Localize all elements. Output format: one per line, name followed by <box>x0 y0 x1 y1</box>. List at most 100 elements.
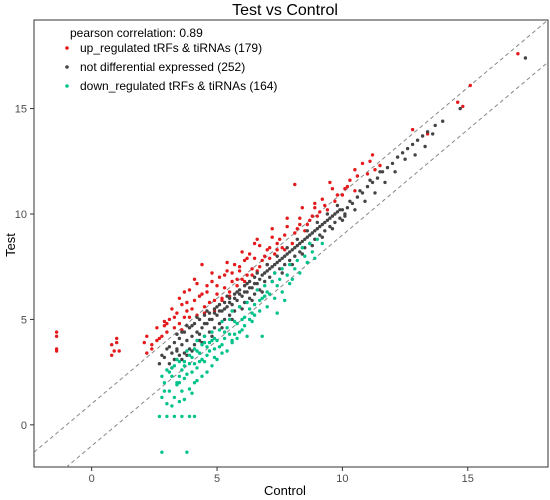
down-regulated-point <box>187 414 192 419</box>
not-differential-point <box>172 357 177 362</box>
not-differential-point <box>220 326 224 330</box>
down-regulated-point <box>190 370 194 374</box>
up-regulated-point <box>373 168 377 172</box>
down-regulated-point <box>252 302 257 307</box>
not-differential-point <box>335 210 340 214</box>
down-regulated-point <box>160 395 164 400</box>
y-tick-label: 5 <box>21 314 27 326</box>
not-differential-point <box>227 300 232 305</box>
y-tick-label: 0 <box>21 420 27 432</box>
not-differential-point <box>220 309 224 313</box>
up-regulated-point <box>283 248 287 252</box>
up-regulated-point <box>348 178 352 182</box>
not-differential-point <box>433 123 437 128</box>
not-differential-point <box>247 286 252 290</box>
up-regulated-point <box>187 288 192 292</box>
down-regulated-point <box>167 389 172 393</box>
down-regulated-point <box>197 359 202 364</box>
not-differential-point <box>185 338 189 343</box>
not-differential-point <box>308 233 312 237</box>
not-differential-point <box>295 237 299 241</box>
up-regulated-point <box>328 180 332 185</box>
down-regulated-point <box>245 334 249 338</box>
up-regulated-point <box>190 307 194 311</box>
down-regulated-point <box>177 374 182 378</box>
not-differential-point <box>335 203 340 208</box>
down-regulated-point <box>180 414 184 419</box>
not-differential-point <box>295 243 299 248</box>
down-regulated-point <box>180 368 184 372</box>
up-regulated-point <box>263 254 267 258</box>
y-tick-label: 15 <box>15 104 27 116</box>
legend-down-regulated-label: down_regulated tRFs & tiRNAs (164) <box>80 79 277 93</box>
up-regulated-point <box>456 100 460 104</box>
not-differential-point <box>420 134 425 138</box>
down-regulated-point <box>185 450 189 454</box>
up-regulated-point <box>230 279 234 284</box>
down-regulated-point <box>160 374 164 378</box>
not-differential-point <box>278 258 282 263</box>
not-differential-point <box>358 189 362 193</box>
down-regulated-point <box>182 397 187 402</box>
up-regulated-point <box>237 265 242 269</box>
down-regulated-point <box>185 349 189 353</box>
not-differential-point <box>290 248 294 252</box>
down-regulated-point <box>308 241 312 246</box>
down-regulated-point <box>252 313 257 317</box>
not-differential-point <box>288 258 292 263</box>
down-regulated-point <box>175 381 179 385</box>
up-regulated-point <box>54 349 59 353</box>
not-differential-point <box>258 288 262 292</box>
up-regulated-point <box>177 321 182 326</box>
down-regulated-point <box>227 332 232 336</box>
not-differential-point <box>202 313 207 317</box>
up-regulated-point <box>252 256 257 260</box>
down-regulated-point <box>237 305 242 309</box>
not-differential-point <box>232 296 237 300</box>
down-regulated-point <box>220 351 224 355</box>
not-differential-point <box>215 313 219 317</box>
down-regulated-point <box>280 290 284 294</box>
down-regulated-point <box>270 279 274 284</box>
not-differential-point <box>338 208 342 212</box>
down-regulated-point <box>200 343 204 347</box>
up-regulated-point <box>365 172 370 176</box>
not-differential-point <box>157 362 162 366</box>
plot-border <box>33 19 549 468</box>
not-differential-point <box>252 281 257 286</box>
not-differential-point <box>160 353 164 357</box>
up-regulated-point <box>175 311 179 315</box>
down-regulated-point <box>160 450 164 454</box>
up-regulated-point <box>172 315 177 319</box>
down-regulated-point <box>192 414 197 419</box>
down-regulated-point <box>165 402 169 406</box>
not-differential-point <box>232 292 237 296</box>
down-regulated-point <box>177 399 182 404</box>
up-regulated-point <box>252 241 257 246</box>
not-differential-point <box>222 300 227 305</box>
up-regulated-point <box>222 286 227 290</box>
up-regulated-point <box>212 298 217 303</box>
not-differential-point <box>258 277 262 281</box>
not-differential-point <box>210 317 214 322</box>
up-regulated-point <box>222 273 227 277</box>
not-differential-point <box>338 216 342 220</box>
up-regulated-point <box>210 279 214 284</box>
not-differential-point <box>275 260 279 265</box>
down-regulated-point <box>305 260 309 265</box>
up-regulated-point <box>273 252 277 256</box>
down-regulated-point <box>212 347 217 351</box>
x-tick-label: 10 <box>336 473 348 485</box>
down-regulated-point <box>295 258 299 263</box>
up-regulated-point <box>180 302 184 307</box>
down-regulated-point <box>210 330 214 334</box>
up-regulated-point <box>353 189 357 193</box>
up-regulated-point <box>313 201 317 206</box>
up-regulated-point <box>275 241 279 246</box>
legend-not-differential-key <box>65 65 69 69</box>
down-regulated-point <box>172 414 177 419</box>
down-regulated-point <box>280 267 284 271</box>
down-regulated-point <box>283 298 287 303</box>
not-differential-point <box>330 214 335 218</box>
down-regulated-point <box>202 334 207 338</box>
